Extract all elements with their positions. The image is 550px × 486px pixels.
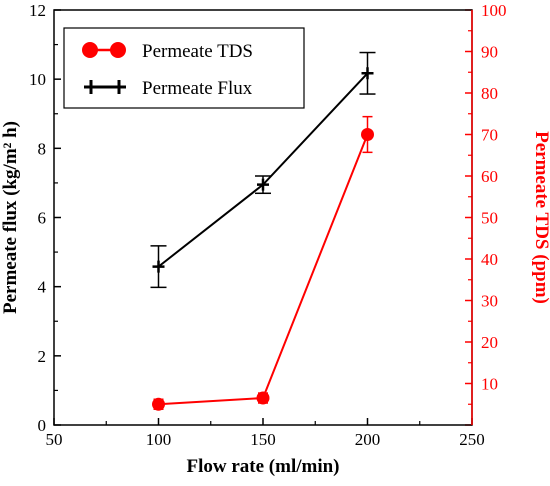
y-right-tick-label: 20 [481,333,498,352]
data-point-permeate-tds [256,391,270,405]
y-left-tick-label: 10 [29,70,46,89]
x-tick-labels: 50 100 150 200 250 [46,430,485,449]
y-right-tick-label: 80 [481,84,498,103]
y-right-tick-label: 60 [481,167,498,186]
legend-marker-permeate-tds [110,42,126,58]
legend-marker-permeate-tds [82,42,98,58]
series-line-permeate-tds [158,134,369,406]
legend-label-permeate-flux: Permeate Flux [142,78,253,99]
y-left-tick-label: 12 [29,1,46,20]
x-tick-label: 150 [250,430,276,449]
legend: Permeate TDS Permeate Flux [63,27,305,109]
y-left-axis-label: Permeate flux (kg/m² h) [0,121,21,314]
y-left-tick-labels: 0 2 4 6 8 10 12 [29,1,47,435]
y-right-tick-label: 70 [481,126,498,145]
series-layer [150,51,376,411]
y-right-tick-label: 90 [481,43,498,62]
y-right-tick-label: 30 [481,292,498,311]
x-tick-label: 250 [459,430,485,449]
y-right-tick-label: 10 [481,375,498,394]
x-tick-label: 200 [355,430,381,449]
x-tick-label: 50 [46,430,63,449]
y-right-tick-label: 100 [481,1,507,20]
data-point-permeate-flux [152,260,165,273]
y-right-axis-label: Permeate TDS (ppm) [531,131,550,304]
y-left-tick-label: 0 [38,416,47,435]
data-point-permeate-flux [361,67,374,80]
data-point-permeate-tds [361,128,374,141]
y-right-tick-label: 40 [481,250,498,269]
legend-marker-permeate-flux [112,80,126,94]
y-left-tick-label: 8 [38,139,47,158]
x-tick-label: 100 [146,430,172,449]
y-left-tick-label: 4 [38,278,47,297]
x-axis-label: Flow rate (ml/min) [186,456,339,477]
data-point-permeate-flux [257,178,269,191]
y-left-tick-label: 2 [38,347,47,366]
data-point-permeate-tds [152,397,165,411]
y-right-tick-label: 50 [481,209,498,228]
y-right-tick-labels: 10 20 30 40 50 60 70 80 90 100 [481,1,507,394]
legend-entry-permeate-tds: Permeate TDS [82,41,253,62]
legend-label-permeate-tds: Permeate TDS [142,41,253,62]
legend-marker-permeate-flux [84,80,98,94]
legend-entry-permeate-flux: Permeate Flux [84,78,253,99]
y-left-tick-label: 6 [38,209,47,228]
legend-box [63,27,305,109]
